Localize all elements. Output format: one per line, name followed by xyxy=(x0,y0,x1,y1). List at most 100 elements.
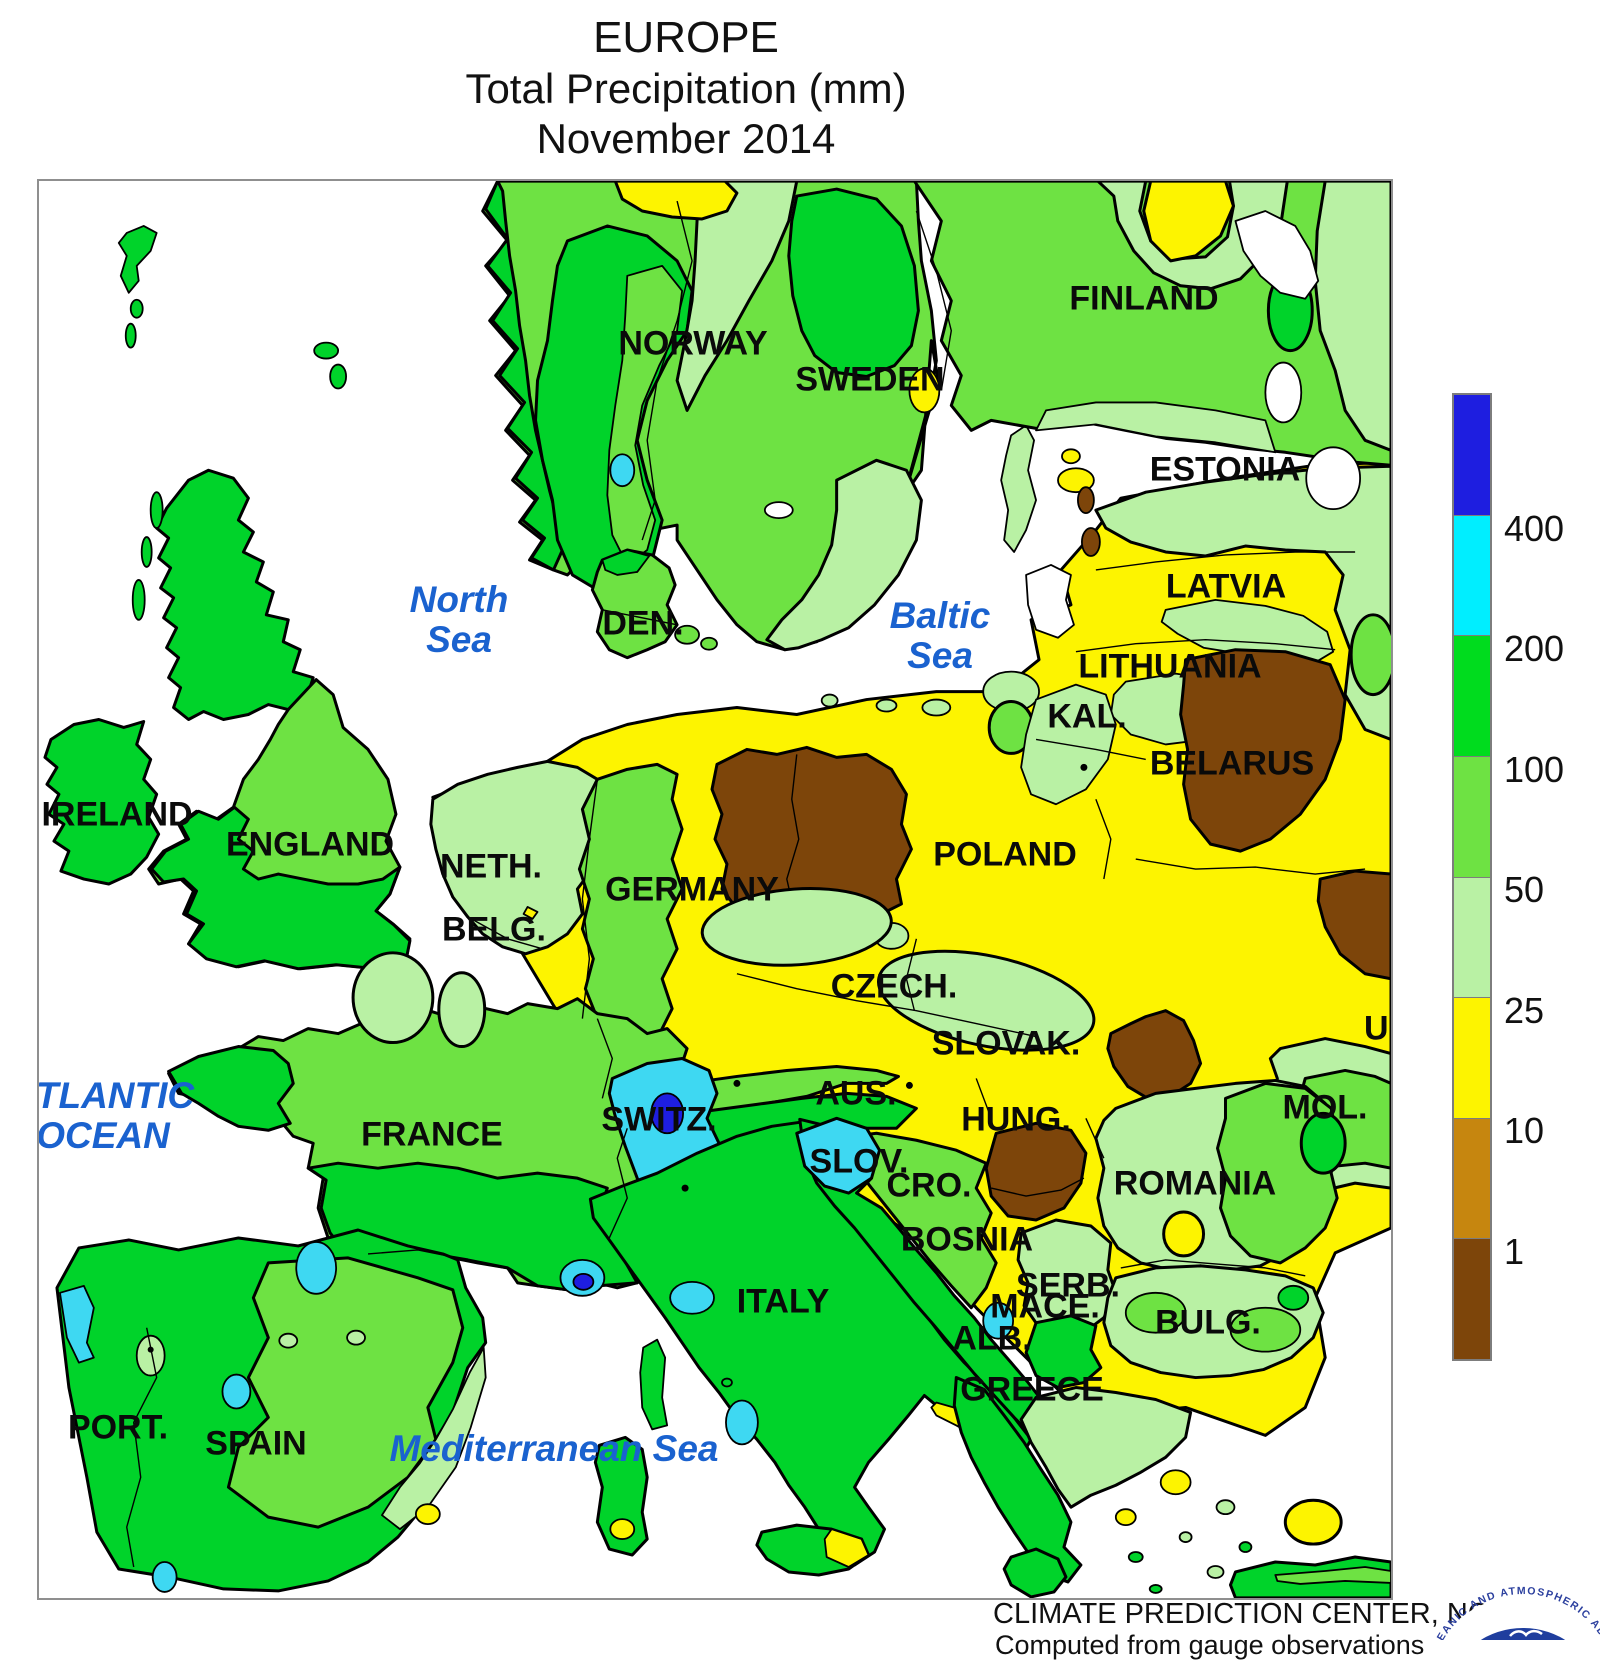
region-east-greece-pale xyxy=(1019,1386,1193,1509)
patch-nw-portugal-cyan xyxy=(59,1284,95,1364)
country-label-switz: SWITZ. xyxy=(601,1100,717,1139)
legend-segment-3 xyxy=(1454,756,1490,878)
region-spain-interior xyxy=(226,1256,465,1529)
country-label-cro: CRO. xyxy=(886,1166,972,1205)
region-slovakia-pale xyxy=(877,949,1096,1052)
patch-greece-yellow-1 xyxy=(1159,1469,1192,1496)
legend-tick-50: 50 xyxy=(1504,869,1545,910)
country-label-neth: NETH. xyxy=(440,847,542,886)
border-poland-belarus xyxy=(1095,799,1112,880)
island-gotland xyxy=(1000,424,1037,553)
region-turkey-light-band xyxy=(1274,1566,1391,1585)
country-label-mace: MACE. xyxy=(990,1287,1100,1326)
country-label-england: ENGLAND xyxy=(225,825,395,864)
patch-bulgaria-green-1 xyxy=(1124,1291,1187,1334)
legend-tick-10: 10 xyxy=(1504,1110,1545,1151)
border-hungary-serbia xyxy=(991,1177,1085,1197)
patch-central-spain-cyan xyxy=(221,1373,252,1410)
country-label-estonia: ESTONIA xyxy=(1149,450,1301,489)
patch-riviera-blue xyxy=(572,1272,595,1291)
border-spain-france xyxy=(367,1249,506,1269)
sea-label-mediterraneansea: Mediterranean Sea xyxy=(389,1428,719,1469)
lake-ladoga xyxy=(1305,446,1361,511)
contour-dot-2 xyxy=(681,1184,689,1192)
title-block: EUROPE Total Precipitation (mm) November… xyxy=(0,12,1372,164)
border-france-belgium xyxy=(467,916,543,950)
region-denmark-tip-green xyxy=(601,549,651,576)
country-label-greece: GREECE xyxy=(960,1370,1104,1409)
white-sea-inlet xyxy=(1234,210,1320,300)
region-hungary-brown xyxy=(984,1121,1088,1222)
patch-south-spain-cyan xyxy=(151,1561,178,1593)
region-se-spain-pale xyxy=(381,1346,487,1531)
country-label-czech: CZECH. xyxy=(830,967,958,1006)
region-belarus-brown xyxy=(1179,648,1347,853)
patch-spain-pale-2 xyxy=(346,1329,366,1346)
region-denmark xyxy=(590,548,679,660)
country-label-ireland: IRELAND xyxy=(41,795,193,834)
island-brown-patch xyxy=(1077,486,1095,515)
country-label-slov: SLOV. xyxy=(809,1142,909,1181)
island-hiiumaa xyxy=(1061,448,1081,465)
country-label-lithuania: LITHUANIA xyxy=(1078,647,1262,686)
patch-sardinia-yellow xyxy=(609,1518,636,1540)
legend-segment-0 xyxy=(1454,395,1490,516)
border-germany-benelux-france xyxy=(581,779,599,1019)
border-poland-czech-slovakia xyxy=(736,973,1037,1038)
patch-coast-pale-2 xyxy=(875,698,898,713)
noaa-emblem xyxy=(1480,1628,1566,1640)
region-ireland xyxy=(43,718,161,886)
region-se-sweden-pale xyxy=(765,458,923,652)
coast-brown-patch xyxy=(1081,527,1101,557)
island-orkney-s xyxy=(124,322,137,349)
country-label-serb: SERB. xyxy=(1016,1266,1120,1305)
country-label-finland: FINLAND xyxy=(1069,279,1219,318)
country-label-spain: SPAIN xyxy=(205,1424,307,1463)
patch-sweden-coast-yellow xyxy=(908,367,941,414)
island-elba xyxy=(721,1377,733,1388)
country-label-sweden: SWEDEN xyxy=(795,360,945,399)
lake-vanern xyxy=(763,501,794,519)
region-slovenia-cyan xyxy=(795,1116,882,1195)
patch-luxembourg-yellow xyxy=(522,906,539,920)
region-mid-sweden-green xyxy=(787,187,920,379)
legend-tick-100: 100 xyxy=(1504,748,1565,790)
legend-segment-1 xyxy=(1454,515,1490,637)
island-aegean-2 xyxy=(1178,1531,1193,1543)
island-hebrides-2 xyxy=(140,536,153,568)
patch-spain-pale-1 xyxy=(278,1332,299,1349)
border-france-italy xyxy=(608,1128,628,1239)
legend-tick-400: 400 xyxy=(1504,507,1565,549)
country-label-alb: ALB. xyxy=(952,1319,1032,1358)
country-label-italy: ITALY xyxy=(736,1282,830,1321)
island-orkney xyxy=(313,341,340,360)
map-subtitle: Total Precipitation (mm) xyxy=(465,65,907,112)
credit-text: CLIMATE PREDICTION CENTER, NOAA xyxy=(993,1598,1530,1630)
island-aegean-4 xyxy=(1238,1541,1253,1553)
noaa-gull-icon xyxy=(1509,1629,1543,1637)
patch-coast-pale-1 xyxy=(921,698,952,717)
noaa-logo: NATIONAL OCEANIC AND ATMOSPHERIC ADMINIS… xyxy=(1418,1586,1600,1640)
region-estonia-pale xyxy=(1094,464,1391,741)
legend-segment-6 xyxy=(1454,1118,1490,1240)
country-label-hung: HUNG. xyxy=(961,1100,1071,1139)
patch-bulgaria-green-2 xyxy=(1229,1306,1302,1353)
island-aegean-3 xyxy=(1206,1565,1225,1579)
island-limnos xyxy=(1215,1499,1236,1516)
map-title: EUROPE xyxy=(593,13,779,62)
region-balkan-interior xyxy=(835,1131,998,1310)
precipitation-map-canvas xyxy=(43,181,1391,1598)
region-brittany-green xyxy=(167,1045,295,1132)
patch-almeria-yellow xyxy=(414,1503,441,1526)
region-finland-yellow xyxy=(1142,181,1235,263)
noaa-logo-disc xyxy=(1440,1596,1600,1640)
region-norway-valley-wedge xyxy=(606,264,683,566)
patch-alps-blue xyxy=(650,1092,684,1135)
patch-liguria-cyan xyxy=(669,1280,715,1315)
border-portugal-spain xyxy=(126,1327,158,1568)
precipitation-legend: 400 200 100 50 25 10 1 xyxy=(1452,393,1600,1361)
region-west-greece-green xyxy=(952,1376,1083,1584)
patch-picardy-pale xyxy=(437,971,487,1049)
island-aegean-1 xyxy=(1127,1551,1144,1563)
island-shetland xyxy=(117,225,158,294)
